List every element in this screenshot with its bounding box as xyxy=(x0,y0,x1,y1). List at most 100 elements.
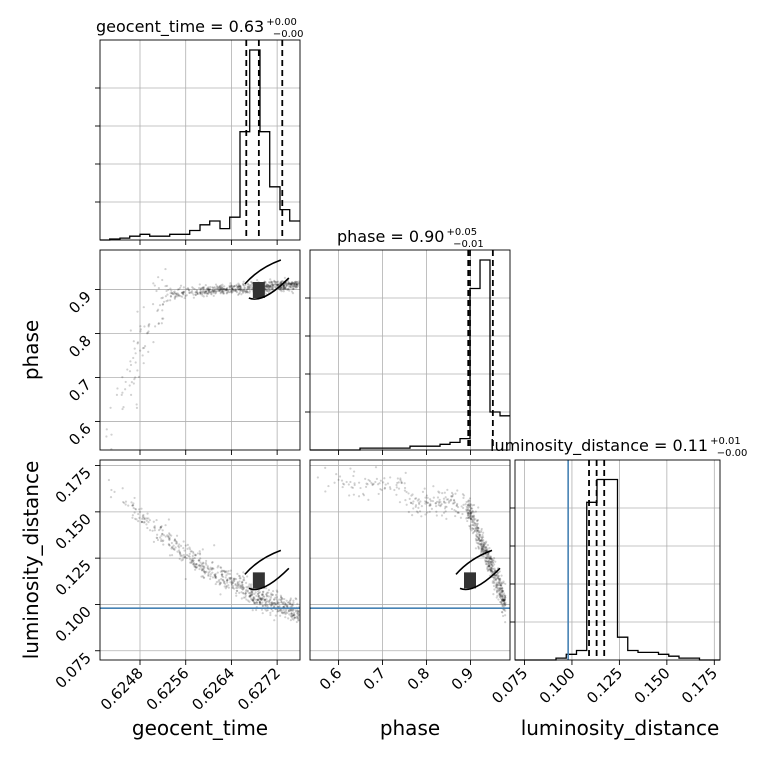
sample-point xyxy=(476,529,479,533)
sample-point xyxy=(231,287,234,291)
sample-point xyxy=(287,287,290,290)
sample-point xyxy=(289,602,292,605)
histogram-luminosity-distance: 0.075 0.100 0.125 0.150 0.175 xyxy=(488,459,721,707)
tick-label-geocent-time: 0.6264 xyxy=(188,664,238,714)
sample-point xyxy=(142,513,145,517)
sample-point xyxy=(209,288,212,291)
scatter-phase-vs-geocent-time: 0.60.70.80.9 xyxy=(65,249,301,455)
sample-point xyxy=(179,284,183,287)
sample-point xyxy=(272,601,276,605)
sample-point xyxy=(286,282,289,285)
sample-point xyxy=(179,552,182,555)
sample-point xyxy=(191,291,194,294)
sample-point xyxy=(503,596,507,599)
sample-point xyxy=(133,496,136,500)
sample-point xyxy=(165,284,169,288)
sample-point xyxy=(203,570,206,573)
sample-point xyxy=(265,592,268,596)
hist-bar xyxy=(597,480,607,661)
sample-point xyxy=(190,560,193,564)
sample-point xyxy=(259,598,262,601)
sample-point xyxy=(434,502,437,505)
sample-point xyxy=(501,593,504,596)
sample-point xyxy=(285,284,288,287)
sample-point xyxy=(292,611,296,615)
sample-point xyxy=(290,282,294,285)
sample-point xyxy=(205,290,208,293)
sample-point xyxy=(499,587,502,590)
sample-point xyxy=(284,602,287,605)
sample-point xyxy=(204,290,207,293)
sample-point xyxy=(487,564,491,568)
tick-label-luminosity-distance: 0.125 xyxy=(583,664,626,707)
sample-point xyxy=(486,547,489,551)
sample-point xyxy=(189,548,192,551)
sample-point xyxy=(501,595,504,599)
sample-point xyxy=(169,295,173,298)
sample-point xyxy=(179,544,183,547)
sample-point xyxy=(231,287,234,290)
sample-point xyxy=(502,597,505,600)
sample-point xyxy=(236,580,239,584)
sample-point xyxy=(229,576,232,580)
sample-point xyxy=(231,584,234,588)
sample-point xyxy=(477,526,480,530)
sample-point xyxy=(219,566,222,569)
sample-point xyxy=(481,547,485,550)
sample-point xyxy=(249,584,252,588)
sample-point xyxy=(397,487,401,490)
sample-point xyxy=(109,452,111,454)
axes-frame xyxy=(309,459,511,661)
sample-point xyxy=(289,597,292,600)
sample-point xyxy=(483,543,486,546)
sample-point xyxy=(251,590,254,593)
sample-point xyxy=(188,546,191,549)
sample-point xyxy=(295,283,298,287)
sample-point xyxy=(270,593,273,596)
sample-point xyxy=(482,547,485,550)
sample-point xyxy=(296,602,299,605)
sample-point xyxy=(295,286,298,289)
sample-point xyxy=(195,563,198,566)
sample-point xyxy=(253,596,256,599)
sample-point xyxy=(274,601,277,605)
sample-point xyxy=(477,527,480,530)
sample-point xyxy=(503,598,506,601)
sample-point xyxy=(241,588,244,591)
sample-point xyxy=(374,466,378,469)
sample-point xyxy=(202,576,205,579)
sample-point xyxy=(470,518,473,521)
title-phase: phase = 0.90 +0.05 −0.01 xyxy=(337,227,484,250)
sample-point xyxy=(271,287,274,290)
sample-point xyxy=(210,293,213,296)
sample-point xyxy=(254,598,257,601)
sample-point xyxy=(276,601,279,604)
sample-point xyxy=(481,555,484,558)
sample-point xyxy=(232,577,235,580)
sample-point xyxy=(287,601,290,604)
sample-point xyxy=(218,583,221,586)
sample-point xyxy=(193,565,196,568)
sample-point xyxy=(178,551,181,554)
sample-point xyxy=(243,287,247,290)
sample-point xyxy=(342,482,345,485)
sample-point xyxy=(248,285,251,288)
sample-point xyxy=(211,567,214,570)
sample-point xyxy=(495,585,498,589)
sample-point xyxy=(454,510,458,513)
sample-point xyxy=(466,513,470,516)
sample-point xyxy=(152,341,155,344)
sample-point xyxy=(175,293,178,296)
sample-point xyxy=(272,598,276,601)
sample-point xyxy=(243,579,246,582)
sample-point xyxy=(478,539,482,542)
sample-point xyxy=(220,573,223,576)
sample-point xyxy=(258,601,262,604)
sample-point xyxy=(483,542,486,545)
sample-point xyxy=(267,290,270,293)
sample-point xyxy=(233,577,236,580)
sample-point xyxy=(159,526,162,529)
sample-point xyxy=(345,480,348,484)
sample-point xyxy=(223,585,226,588)
sample-point xyxy=(206,565,209,568)
